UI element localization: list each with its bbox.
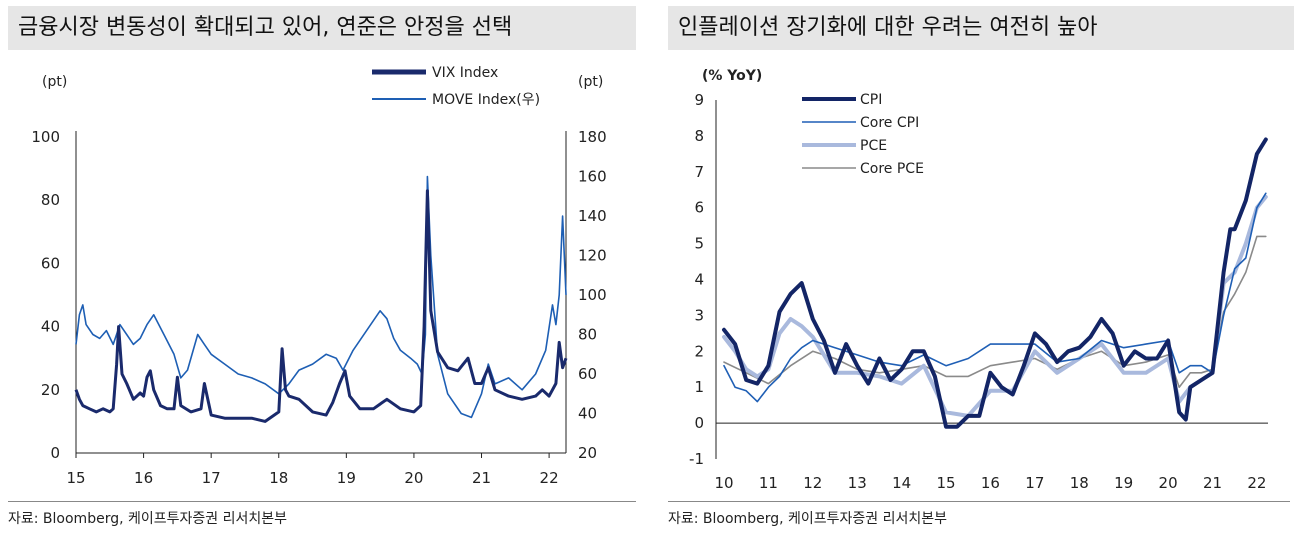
y-tick-label: 0 [694, 414, 704, 432]
y-tick-label: 1 [694, 378, 704, 396]
y-tick-label-left: 60 [41, 254, 60, 272]
y-tick-label-right: 80 [578, 326, 597, 344]
right-source-note: 자료: Bloomberg, 케이프투자증권 리서치본부 [668, 511, 947, 527]
legend-label-vix: VIX Index [432, 65, 498, 81]
y-unit: (% YoY) [702, 68, 762, 84]
y-tick-label: 9 [694, 91, 704, 109]
x-tick-label: 13 [848, 474, 867, 492]
right-chart-panel: 인플레이션 장기화에 대한 우려는 여전히 높아 -1 0 1 2 3 4 5 6 7 8 9 10 1… [660, 0, 1294, 544]
x-tick-label: 21 [472, 469, 491, 487]
y-tick-label-left: 80 [41, 191, 60, 209]
y-tick-label-left: 0 [50, 444, 60, 462]
y-tick-label-left: 100 [31, 128, 60, 146]
legend-label-pce: PCE [860, 138, 887, 154]
vix-move-chart: 0 20 40 60 80 100 20 40 60 80 100 120 140 160 180 15 16 1… [31, 65, 607, 487]
y-tick-label: -1 [689, 450, 704, 468]
x-tick-label: 12 [803, 474, 822, 492]
core-pce-line [723, 235, 1267, 388]
right-divider [668, 501, 1290, 502]
y-tick-label: 8 [694, 127, 704, 145]
y-tick-label-right: 120 [578, 247, 607, 265]
x-tick-label: 22 [1247, 474, 1266, 492]
x-tick-label: 20 [404, 469, 423, 487]
vix-index-line [74, 189, 568, 423]
x-tick-label: 11 [759, 474, 778, 492]
y-tick-label-right: 140 [578, 207, 607, 225]
x-tick-label: 22 [540, 469, 559, 487]
y-tick-label: 2 [694, 342, 704, 360]
y-tick-label-right: 40 [578, 405, 597, 423]
x-tick-label: 15 [936, 474, 955, 492]
y-tick-label-right: 180 [578, 128, 607, 146]
legend-label-move: MOVE Index(우) [432, 92, 540, 108]
pce-line [722, 194, 1268, 418]
x-tick-label: 19 [337, 469, 356, 487]
x-tick-label: 18 [269, 469, 288, 487]
y-tick-label: 3 [694, 306, 704, 324]
x-tick-label: 15 [66, 469, 85, 487]
y-tick-label-left: 40 [41, 318, 60, 336]
x-tick-label: 18 [1070, 474, 1089, 492]
cpi-line [722, 137, 1268, 429]
x-tick-label: 10 [714, 474, 733, 492]
left-divider [8, 501, 636, 502]
x-tick-label: 20 [1159, 474, 1178, 492]
left-chart-title: 금융시장 변동성이 확대되고 있어, 연준은 안정을 선택 [8, 6, 636, 50]
x-tick-label: 19 [1114, 474, 1133, 492]
y-tick-label: 5 [694, 235, 704, 253]
y-tick-label-right: 20 [578, 444, 597, 462]
x-tick-label: 16 [981, 474, 1000, 492]
y-tick-label: 7 [694, 163, 704, 181]
legend-label-core-cpi: Core CPI [860, 115, 919, 131]
legend-label-core-pce: Core PCE [860, 161, 924, 177]
x-tick-label: 16 [134, 469, 153, 487]
left-chart-panel: 금융시장 변동성이 확대되고 있어, 연준은 안정을 선택 0 20 40 60 80 1… [0, 0, 640, 544]
x-tick-label: 21 [1203, 474, 1222, 492]
x-tick-label: 17 [202, 469, 221, 487]
y-tick-label-right: 60 [578, 365, 597, 383]
core-cpi-line [723, 192, 1267, 403]
y-tick-label-right: 100 [578, 286, 607, 304]
right-chart-title: 인플레이션 장기화에 대한 우려는 여전히 높아 [668, 6, 1294, 50]
x-tick-label: 14 [892, 474, 911, 492]
y-unit-right: (pt) [578, 74, 603, 90]
y-tick-label-right: 160 [578, 168, 607, 186]
left-source-note: 자료: Bloomberg, 케이프투자증권 리서치본부 [8, 511, 287, 527]
y-tick-label-left: 20 [41, 381, 60, 399]
x-tick-label: 17 [1025, 474, 1044, 492]
y-tick-label: 4 [694, 271, 704, 289]
y-unit-left: (pt) [42, 74, 67, 90]
y-tick-label: 6 [694, 199, 704, 217]
legend-label-cpi: CPI [860, 92, 882, 108]
